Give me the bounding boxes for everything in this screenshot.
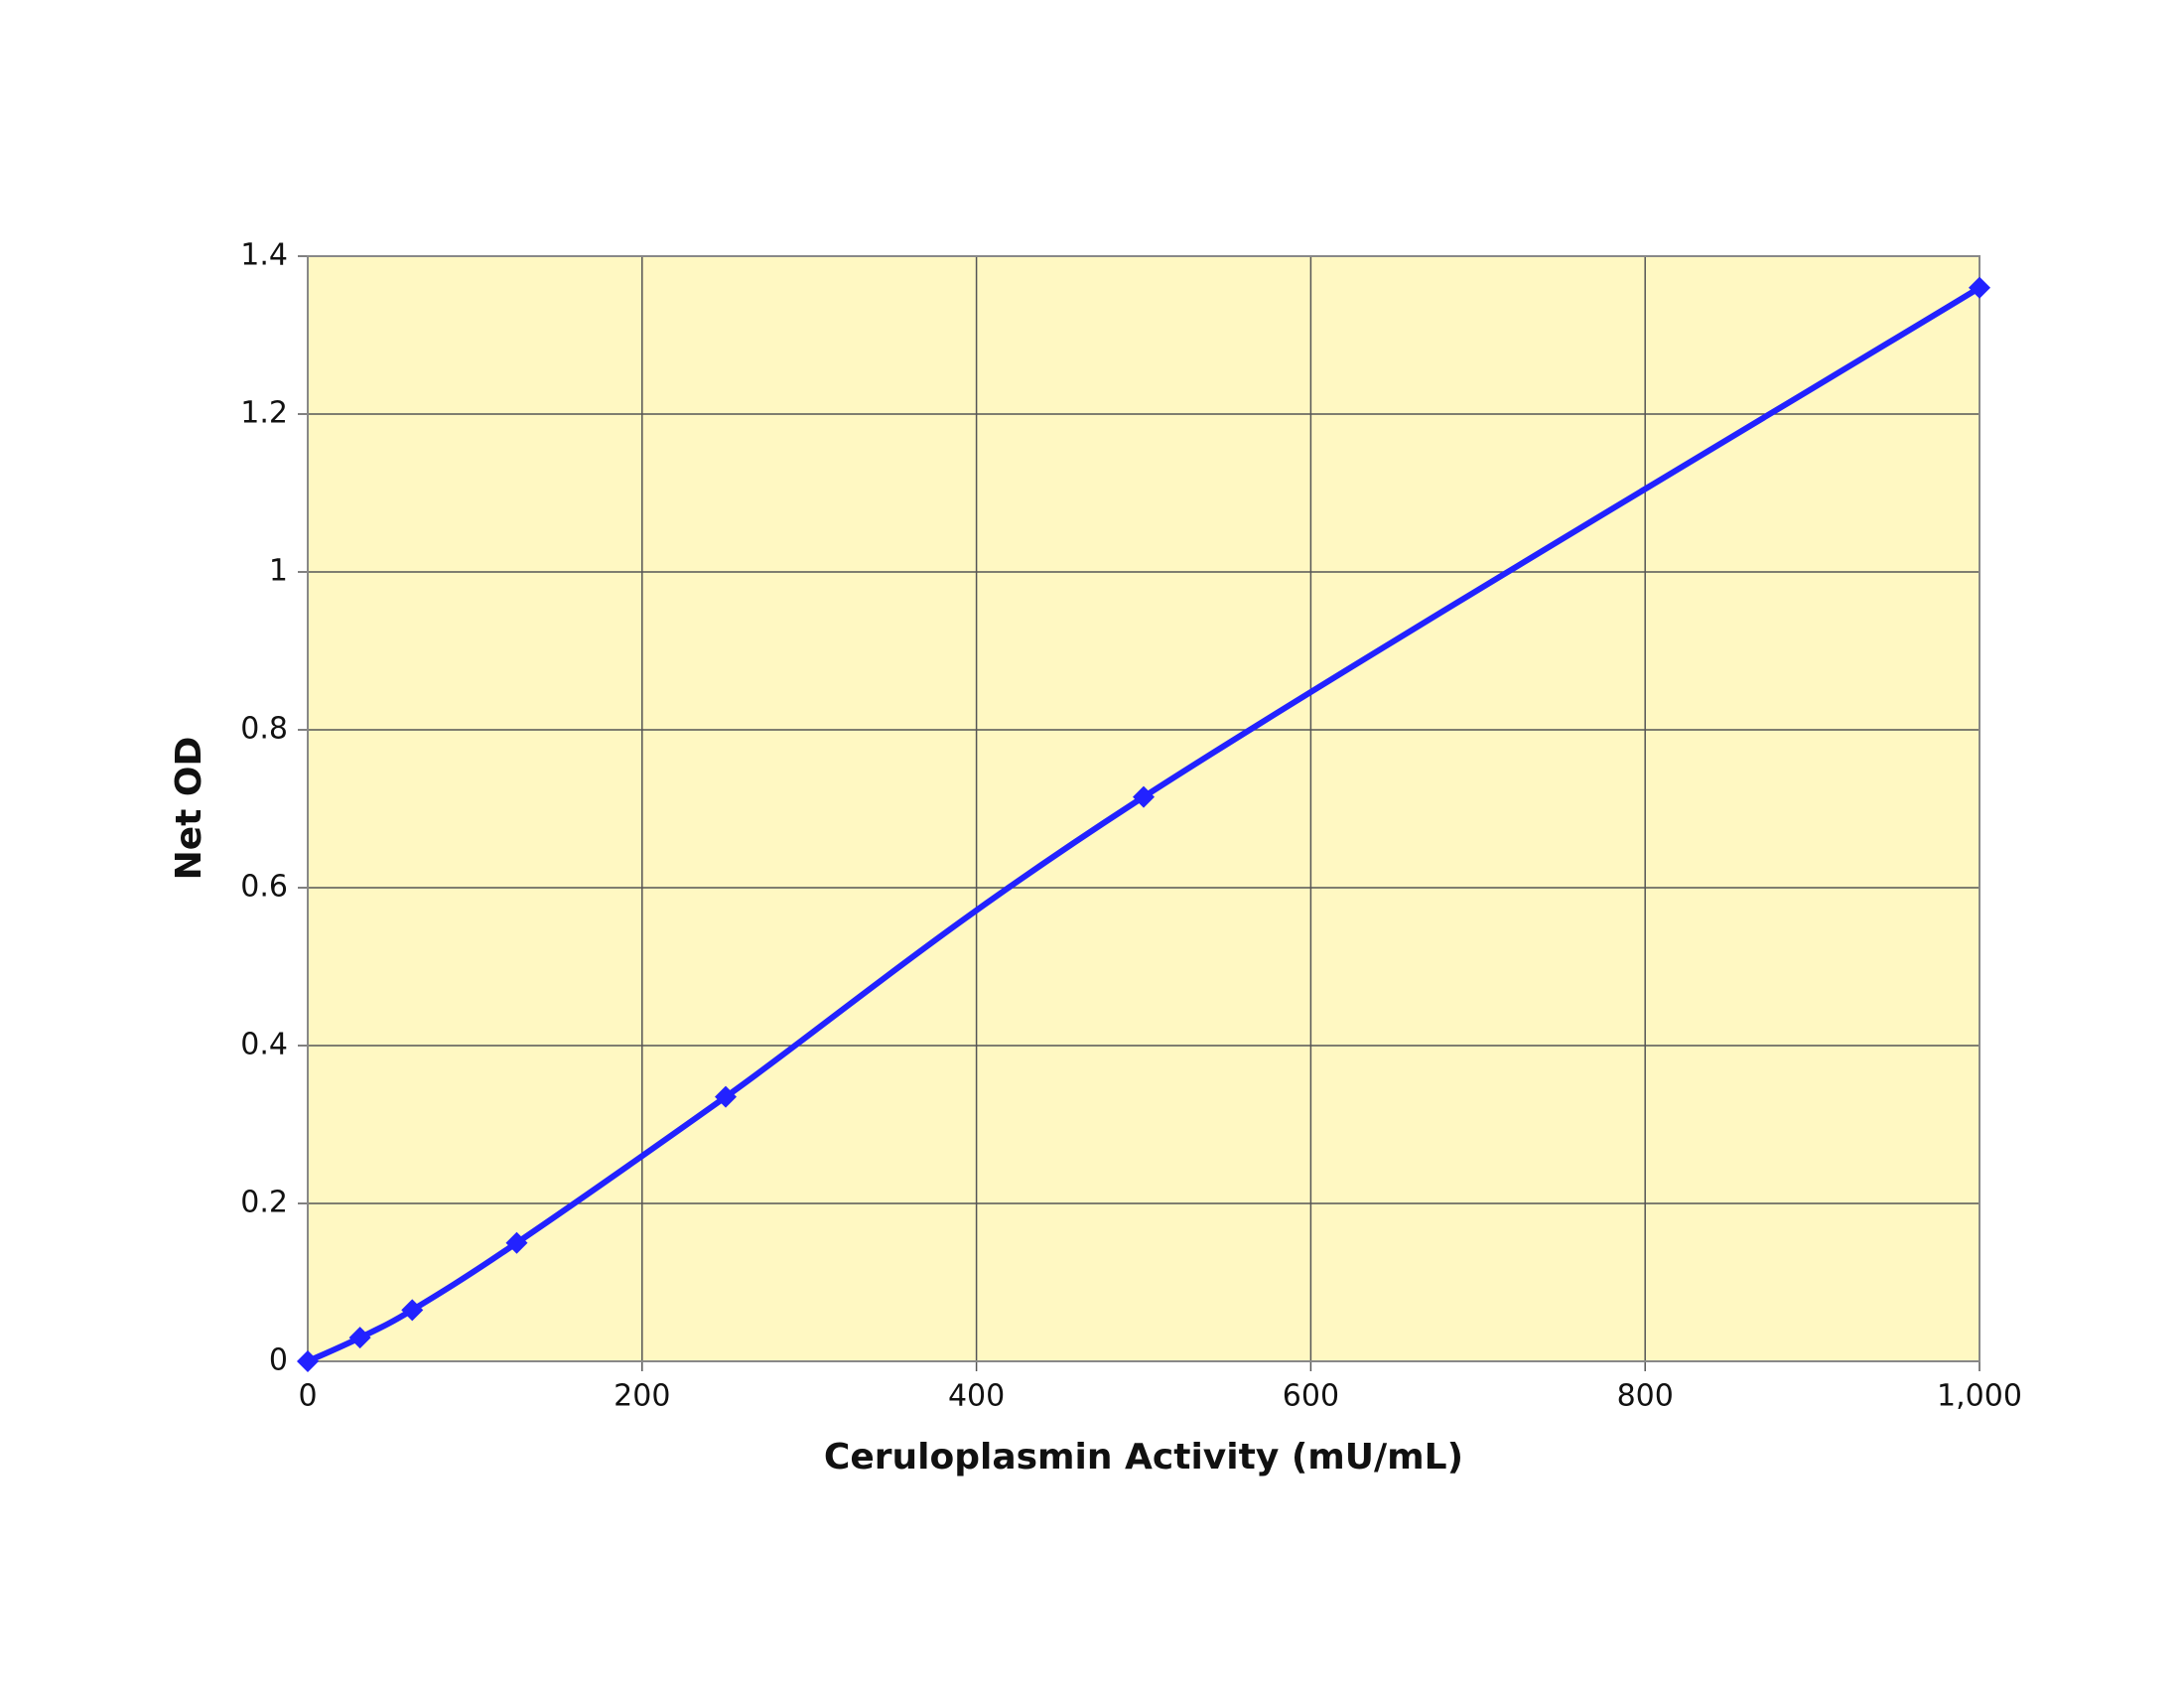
data-point: [348, 1327, 371, 1349]
data-point: [1133, 785, 1155, 808]
data-point: [715, 1085, 737, 1108]
y-tick-label: 0: [269, 1343, 288, 1378]
data-point: [401, 1299, 424, 1322]
data-point: [297, 1350, 319, 1372]
y-axis-title: Net OD: [169, 737, 209, 881]
y-tick-label: 0.8: [240, 712, 288, 747]
plot-area: [308, 256, 1979, 1361]
y-tick-label: 1.4: [240, 238, 288, 273]
x-tick-label: 200: [614, 1379, 670, 1414]
data-point: [505, 1231, 528, 1254]
y-tick-label: 1: [269, 554, 288, 589]
x-tick-label: 400: [948, 1379, 1005, 1414]
y-tick-label: 0.6: [240, 870, 288, 905]
x-tick-label: 0: [298, 1379, 317, 1414]
y-tick-label: 0.4: [240, 1028, 288, 1062]
plot-border: [307, 255, 1980, 1362]
x-axis-title: Ceruloplasmin Activity (mU/mL): [824, 1437, 1463, 1477]
x-tick-label: 1,000: [1937, 1379, 2022, 1414]
x-tick-label: 800: [1617, 1379, 1674, 1414]
x-tick-label: 600: [1283, 1379, 1339, 1414]
y-tick-label: 1.2: [240, 396, 288, 431]
y-tick-label: 0.2: [240, 1186, 288, 1220]
data-point: [1969, 276, 1990, 299]
